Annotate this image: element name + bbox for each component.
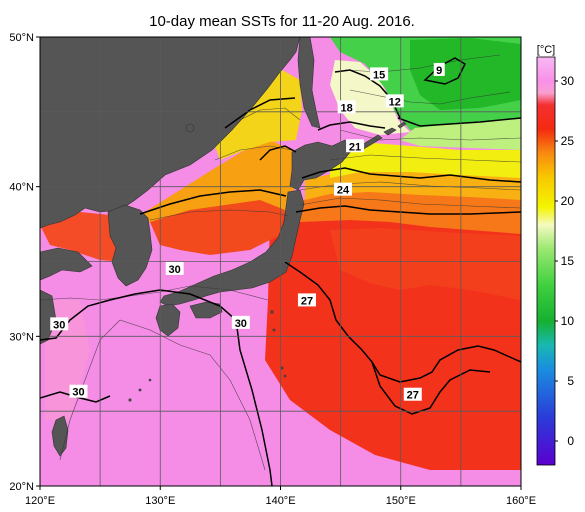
contour-label-text: 27 xyxy=(301,295,313,307)
china-coast xyxy=(40,247,93,281)
contour-label-box xyxy=(337,100,356,114)
contour-label-text: 30 xyxy=(235,318,247,330)
contour-label-box xyxy=(231,315,250,329)
contour-label: 24 xyxy=(334,182,353,197)
contour-label: 12 xyxy=(385,94,404,108)
contour-label-text: 21 xyxy=(349,141,361,153)
kyushu-island xyxy=(155,303,181,337)
colorbar-unit: [°C] xyxy=(537,44,555,56)
lon-tick-label: 150°E xyxy=(386,495,416,507)
contour-label: 27 xyxy=(403,387,422,402)
contour-label-box xyxy=(297,293,316,307)
contour-label-box xyxy=(165,261,184,275)
honshu-island xyxy=(159,189,305,307)
contour-label-box xyxy=(346,139,365,153)
shikoku-island xyxy=(189,301,223,319)
contour-label: 30 xyxy=(165,261,184,276)
contour-label: 15 xyxy=(370,67,389,81)
map-title: 10-day mean SSTs for 11-20 Aug. 2016. xyxy=(149,13,415,30)
contour-label-text: 30 xyxy=(53,319,65,331)
contour-label: 18 xyxy=(337,100,356,114)
lat-tick-label: 30°N xyxy=(9,331,34,343)
lat-tick-label: 20°N xyxy=(9,481,34,493)
colorbar-tick-label: 15 xyxy=(561,254,575,268)
lon-tick-label: 140°E xyxy=(265,495,295,507)
colorbar-tick-label: 0 xyxy=(567,434,574,448)
contour-label-box xyxy=(370,67,389,81)
map-area xyxy=(40,37,521,486)
contour-label-text: 27 xyxy=(407,390,419,402)
contour-label-text: 24 xyxy=(337,185,350,197)
contour-labels: 15 9 18 12 21 24 30 27 30 30 30 27 xyxy=(50,62,445,402)
lon-tick-label: 130°E xyxy=(145,495,175,507)
sakhalin-island xyxy=(297,37,321,129)
contour-label-text: 30 xyxy=(72,387,84,399)
colorbar-tick-label: 5 xyxy=(567,374,574,388)
contour-label-text: 9 xyxy=(436,65,442,77)
contour-label-text: 18 xyxy=(341,102,353,114)
taiwan-island xyxy=(51,415,69,457)
lon-tick-label: 160°E xyxy=(506,495,536,507)
longitude-tick-labels: 120°E 130°E 140°E 150°E 160°E xyxy=(25,486,536,507)
colorbar-tick-label: 30 xyxy=(561,74,575,88)
contour-label-box xyxy=(50,317,69,331)
contour-label-box xyxy=(69,384,88,398)
colorbar: [°C] 30 25 20 15 10 5 0 xyxy=(536,44,574,466)
contour-label: 27 xyxy=(297,293,316,307)
latitude-tick-labels: 20°N 30°N 40°N 50°N xyxy=(9,32,40,493)
colorbar-tick-label: 20 xyxy=(561,194,575,208)
contour-label: 30 xyxy=(50,317,69,331)
contour-label: 21 xyxy=(346,139,365,153)
colorbar-tick-label: 10 xyxy=(561,314,575,328)
contour-label: 30 xyxy=(69,384,88,399)
contour-label-box xyxy=(403,387,422,401)
asia-continent xyxy=(40,37,301,229)
colorbar-ticks: 30 25 20 15 10 5 0 xyxy=(555,74,574,448)
lon-tick-label: 120°E xyxy=(25,495,55,507)
contour-label: 30 xyxy=(231,315,250,330)
lat-tick-label: 40°N xyxy=(9,182,34,194)
contour-label-box xyxy=(385,94,404,108)
contour-label-text: 12 xyxy=(389,96,401,108)
contour-label-box xyxy=(334,182,353,196)
lat-tick-label: 50°N xyxy=(9,32,34,44)
contour-label-text: 15 xyxy=(373,69,385,81)
land xyxy=(40,37,407,457)
korean-peninsula xyxy=(107,204,153,287)
contour-label-box xyxy=(433,62,445,76)
contour-label-text: 30 xyxy=(169,264,181,276)
lat-lon-grid xyxy=(40,37,521,486)
major-contours xyxy=(40,57,521,486)
colorbar-gradient xyxy=(536,56,556,466)
colorbar-tick-label: 25 xyxy=(561,134,575,148)
contour-label: 9 xyxy=(433,62,445,77)
